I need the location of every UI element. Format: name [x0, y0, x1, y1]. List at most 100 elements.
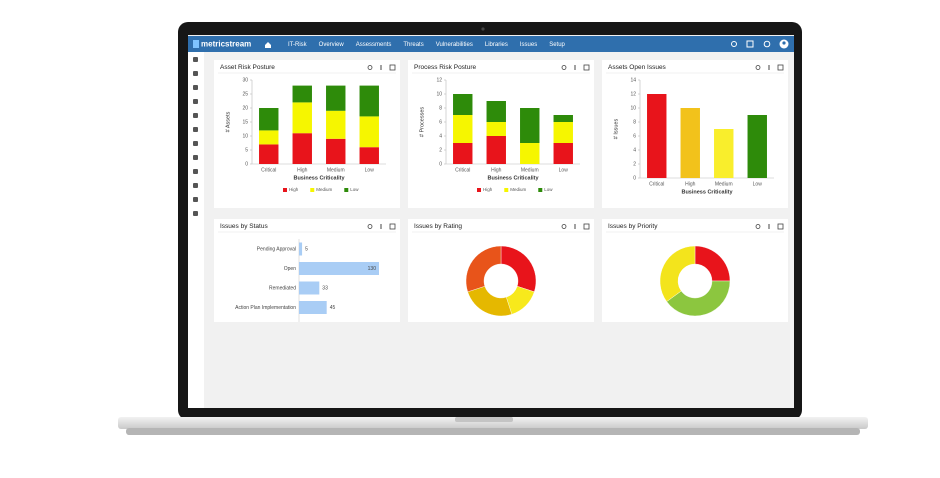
sidebar-icon[interactable]	[193, 155, 198, 160]
nav-item[interactable]: Vulnerabilities	[436, 42, 473, 48]
refresh-icon[interactable]	[755, 65, 761, 70]
legend-swatch	[538, 188, 543, 192]
legend-swatch	[283, 188, 287, 192]
laptop-base	[118, 417, 868, 429]
expand-icon[interactable]	[389, 223, 396, 230]
legend-label[interactable]: Low	[544, 187, 553, 192]
y-tick-label: 14	[630, 77, 636, 83]
menu-icon[interactable]	[574, 65, 576, 70]
bar-segment	[520, 143, 540, 164]
menu-icon[interactable]	[380, 224, 382, 229]
nav-item[interactable]: Libraries	[485, 42, 508, 48]
legend-label[interactable]: Low	[350, 187, 359, 192]
x-tick-label: Medium	[715, 181, 733, 187]
menu-icon[interactable]	[768, 224, 770, 229]
donut-segment	[465, 245, 502, 293]
legend-label[interactable]: High	[483, 187, 493, 192]
nav-items: IT-Risk Overview Assessments Threats Vulnera…	[288, 42, 566, 48]
nav-item[interactable]: Assessments	[356, 42, 392, 48]
x-tick-label: Medium	[521, 167, 539, 173]
panel-title: Assets Open Issues	[608, 64, 667, 71]
x-tick-label: Critical	[455, 167, 470, 173]
legend-swatch	[477, 188, 481, 192]
category-label: Open	[284, 266, 296, 272]
bar-segment	[259, 144, 279, 164]
y-tick-label: 8	[439, 105, 442, 111]
refresh-icon[interactable]	[561, 224, 567, 229]
y-axis-label: # Processes	[419, 107, 425, 138]
laptop-notch	[455, 417, 513, 422]
y-tick-label: 4	[439, 133, 442, 139]
bar-segment	[326, 85, 346, 111]
sidebar-icon[interactable]	[193, 211, 198, 216]
sidebar-icon[interactable]	[193, 197, 198, 202]
camera	[481, 27, 485, 31]
expand-icon[interactable]	[583, 64, 590, 71]
refresh-icon[interactable]	[367, 224, 373, 229]
donut	[465, 245, 537, 317]
sidebar-icon[interactable]	[193, 183, 198, 188]
refresh-icon[interactable]	[367, 65, 373, 70]
legend-label[interactable]: Medium	[510, 187, 526, 192]
home-icon[interactable]	[265, 42, 271, 48]
sidebar-icon[interactable]	[193, 85, 198, 90]
bar-segment	[453, 115, 473, 143]
nav-item[interactable]: Issues	[520, 42, 537, 48]
category-label: Pending Approval	[257, 246, 296, 252]
bar	[680, 108, 700, 178]
expand-icon[interactable]	[777, 64, 784, 71]
nav-item[interactable]: Threats	[403, 42, 423, 48]
menu-icon[interactable]	[768, 65, 770, 70]
y-tick-label: 8	[633, 119, 636, 125]
sidebar-icon[interactable]	[193, 99, 198, 104]
laptop-base-edge	[126, 428, 860, 435]
y-tick-label: 2	[439, 147, 442, 153]
bar	[299, 262, 379, 275]
sidebar-icon[interactable]	[193, 113, 198, 118]
logo[interactable]: metricstream	[201, 40, 251, 49]
sidebar-icon[interactable]	[193, 57, 198, 62]
bar-segment	[292, 102, 312, 134]
value-label: 5	[305, 246, 308, 252]
legend-label[interactable]: High	[289, 187, 299, 192]
menu-icon[interactable]	[380, 65, 382, 70]
sidebar-icon[interactable]	[193, 169, 198, 174]
sidebar-icon[interactable]	[193, 127, 198, 132]
y-tick-label: 30	[242, 77, 248, 83]
expand-icon[interactable]	[583, 223, 590, 230]
legend-label[interactable]: Medium	[316, 187, 332, 192]
y-tick-label: 5	[245, 147, 248, 153]
nav-item[interactable]: Overview	[319, 42, 345, 48]
refresh-icon[interactable]	[755, 224, 761, 229]
expand-icon[interactable]	[389, 64, 396, 71]
bar	[299, 301, 327, 314]
bar-segment	[292, 133, 312, 164]
x-axis-label: Business Criticality	[681, 189, 733, 195]
panel-title: Process Risk Posture	[414, 64, 477, 71]
phone-icon[interactable]	[763, 40, 771, 48]
sidebar-icon[interactable]	[193, 71, 198, 76]
y-tick-label: 0	[633, 175, 636, 181]
y-tick-label: 10	[242, 133, 248, 139]
x-axis-label: Business Criticality	[293, 175, 345, 181]
bar-segment	[553, 122, 573, 143]
bar	[647, 94, 667, 178]
x-tick-label: Critical	[261, 167, 276, 173]
nav-bar	[188, 36, 794, 52]
y-tick-label: 12	[630, 91, 636, 97]
y-axis-label: # Issues	[613, 119, 619, 140]
search-icon[interactable]	[731, 41, 737, 47]
bar	[299, 281, 320, 295]
bar-segment	[326, 110, 346, 139]
calendar-icon[interactable]	[746, 40, 754, 48]
nav-item[interactable]: IT-Risk	[288, 42, 308, 48]
menu-icon[interactable]	[574, 224, 576, 229]
refresh-icon[interactable]	[561, 65, 567, 70]
y-tick-label: 25	[242, 91, 248, 97]
sidebar-icon[interactable]	[193, 141, 198, 146]
expand-icon[interactable]	[777, 223, 784, 230]
nav-item[interactable]: Setup	[549, 42, 565, 48]
x-tick-label: Low	[365, 167, 375, 173]
bar-segment	[553, 143, 573, 164]
